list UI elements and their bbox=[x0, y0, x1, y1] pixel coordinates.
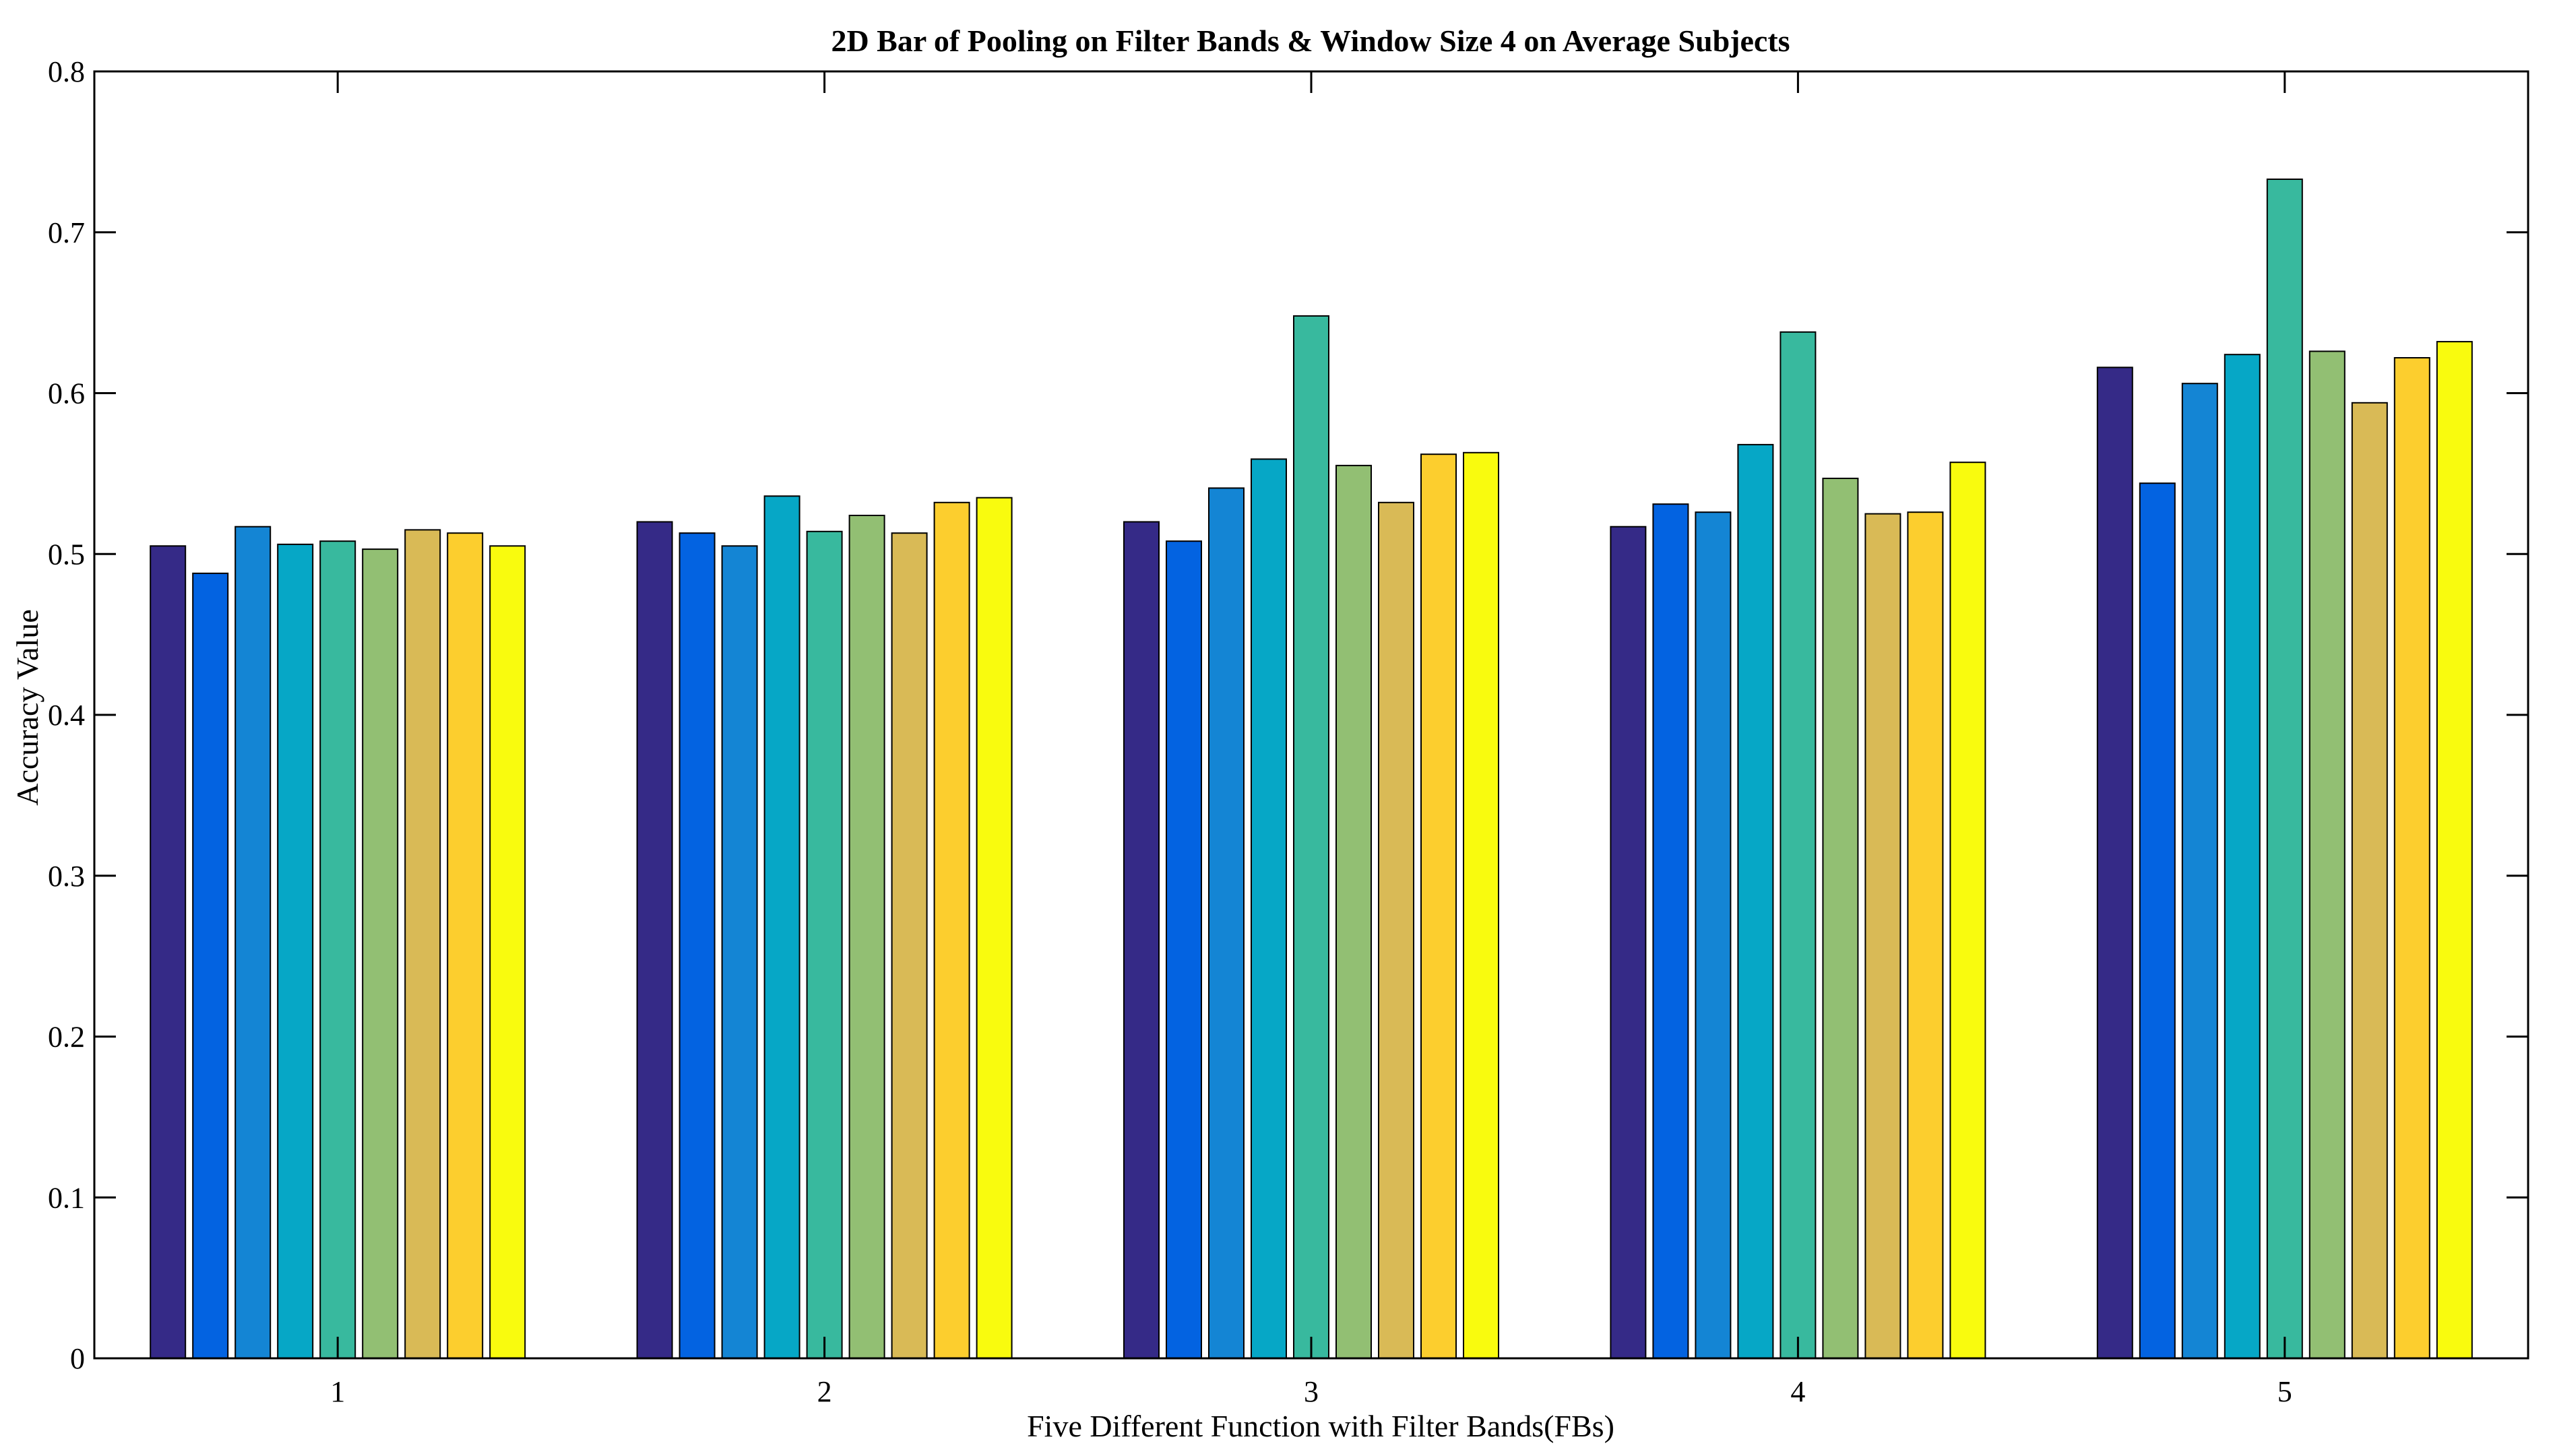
bar-group-5-series-4 bbox=[2224, 354, 2261, 1360]
y-axis-label: Accuracy Value bbox=[10, 609, 44, 806]
bar-group-5-series-1 bbox=[2096, 367, 2133, 1359]
bar-group-2-series-8 bbox=[933, 501, 970, 1359]
bar-group-2-series-9 bbox=[976, 497, 1013, 1360]
y-tick-label: 0 bbox=[70, 1342, 85, 1375]
bar-group-3-series-4 bbox=[1251, 458, 1287, 1359]
bar-group-5-series-2 bbox=[2139, 482, 2176, 1360]
x-tick-label: 4 bbox=[1790, 1375, 1805, 1408]
bar-group-4-series-2 bbox=[1652, 503, 1689, 1360]
bar-group-5-series-9 bbox=[2436, 341, 2473, 1360]
bar-group-5-series-6 bbox=[2308, 350, 2346, 1359]
y-tick-label: 0.6 bbox=[48, 377, 85, 410]
bar-group-4-series-7 bbox=[1864, 513, 1901, 1359]
bar-group-3-series-5 bbox=[1293, 315, 1329, 1359]
bar-group-4-series-1 bbox=[1610, 526, 1647, 1360]
bar-group-4-series-6 bbox=[1822, 478, 1859, 1359]
bars-group bbox=[150, 179, 2473, 1360]
chart-title: 2D Bar of Pooling on Filter Bands & Wind… bbox=[831, 24, 1790, 58]
bar-group-1-series-4 bbox=[277, 543, 314, 1359]
bar-group-1-series-1 bbox=[150, 545, 187, 1359]
y-tick-label: 0.7 bbox=[48, 216, 85, 249]
bar-group-4-series-8 bbox=[1907, 511, 1944, 1360]
bar-group-4-series-5 bbox=[1780, 331, 1817, 1359]
bar-group-5-series-8 bbox=[2393, 357, 2430, 1359]
bar-group-2-series-3 bbox=[721, 545, 758, 1359]
x-tick-label: 3 bbox=[1304, 1375, 1319, 1408]
bar-group-3-series-7 bbox=[1378, 501, 1414, 1359]
bar-group-4-series-4 bbox=[1737, 443, 1774, 1359]
bar-group-3-series-2 bbox=[1166, 540, 1202, 1360]
bar-group-3-series-3 bbox=[1208, 487, 1245, 1359]
bar-group-1-series-6 bbox=[362, 548, 399, 1359]
bar-group-2-series-6 bbox=[848, 515, 885, 1359]
bar-group-1-series-2 bbox=[192, 572, 229, 1359]
bar-group-2-series-2 bbox=[679, 532, 716, 1360]
bar-group-1-series-8 bbox=[447, 532, 484, 1360]
x-tick-label: 2 bbox=[817, 1375, 832, 1408]
bar-group-5-series-5 bbox=[2266, 179, 2303, 1359]
x-axis-label: Five Different Function with Filter Band… bbox=[1027, 1409, 1614, 1443]
bar-group-2-series-1 bbox=[636, 521, 673, 1359]
bar-group-3-series-8 bbox=[1420, 453, 1457, 1360]
bar-group-1-series-7 bbox=[404, 529, 441, 1359]
bar-group-3-series-1 bbox=[1123, 521, 1160, 1359]
ticks-group: 0 0.1 0.2 0.3 0.4 0.5 0.6 0.7 0.8 1 2 3 4 5 bbox=[48, 55, 2528, 1408]
bar-group-2-series-4 bbox=[763, 495, 800, 1359]
x-tick-label: 1 bbox=[330, 1375, 345, 1408]
bar-group-5-series-3 bbox=[2181, 383, 2218, 1360]
y-tick-label: 0.5 bbox=[48, 538, 85, 571]
bar-group-3-series-6 bbox=[1335, 464, 1372, 1359]
x-tick-label: 5 bbox=[2277, 1375, 2292, 1408]
bar-group-2-series-5 bbox=[806, 530, 843, 1359]
bar-group-2-series-7 bbox=[891, 532, 928, 1360]
y-tick-label: 0.4 bbox=[48, 699, 85, 732]
y-tick-label: 0.2 bbox=[48, 1021, 85, 1054]
y-tick-label: 0.8 bbox=[48, 55, 85, 88]
bar-group-3-series-9 bbox=[1463, 451, 1499, 1359]
y-tick-label: 0.1 bbox=[48, 1181, 85, 1214]
bar-group-4-series-3 bbox=[1695, 511, 1732, 1360]
bar-group-1-series-9 bbox=[489, 545, 526, 1359]
bar-group-1-series-5 bbox=[319, 540, 356, 1360]
bar-group-4-series-9 bbox=[1949, 462, 1986, 1360]
bar-group-5-series-7 bbox=[2351, 402, 2388, 1359]
bar-group-1-series-3 bbox=[234, 526, 272, 1360]
y-tick-label: 0.3 bbox=[48, 860, 85, 893]
